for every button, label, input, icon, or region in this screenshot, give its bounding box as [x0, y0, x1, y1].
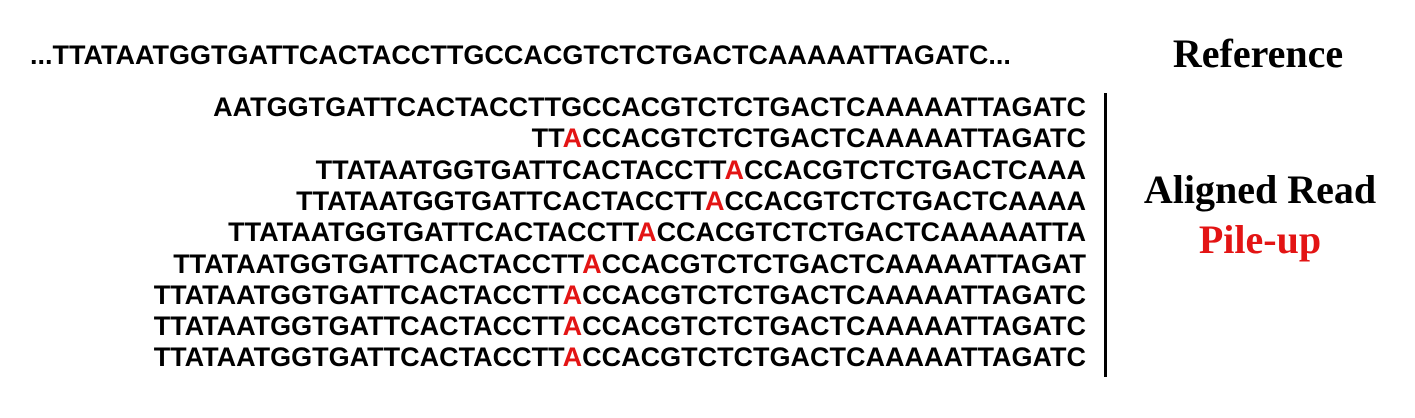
- pileup-label: Pile-up: [1198, 217, 1322, 262]
- reference-label: Reference: [1172, 31, 1344, 76]
- read-segment: CCACGTCTCTGACTCAAAAATTA: [656, 217, 1086, 248]
- read-segment: TTATAATGGTGATTCACTACCTT: [228, 217, 638, 248]
- variant-base: A: [705, 185, 725, 216]
- read-segment: AATGGTGATTCACTACCTTGCCACGTCTCTGACTCAAAAA…: [213, 92, 1086, 122]
- divider-line: [1104, 93, 1107, 377]
- read-row: TTATAATGGTGATTCACTACCTTACCACGTCTCTGACTCA…: [228, 217, 1086, 248]
- read-segment: TTATAATGGTGATTCACTACCTT: [153, 279, 563, 310]
- variant-base: A: [562, 123, 583, 154]
- read-row: AATGGTGATTCACTACCTTGCCACGTCTCTGACTCAAAAA…: [213, 92, 1086, 123]
- read-segment: TT: [531, 123, 563, 154]
- read-segment: TTATAATGGTGATTCACTACCTT: [153, 342, 563, 373]
- read-segment: TTATAATGGTGATTCACTACCTT: [296, 185, 706, 216]
- read-segment: TTATAATGGTGATTCACTACCTT: [153, 311, 563, 342]
- read-row: TTATAATGGTGATTCACTACCTTACCACGTCTCTGACTCA…: [173, 249, 1086, 280]
- read-row: TTATAATGGTGATTCACTACCTTACCACGTCTCTGACTCA…: [316, 155, 1086, 186]
- read-segment: CCACGTCTCTGACTCAAAA: [724, 185, 1086, 216]
- read-row: TTATAATGGTGATTCACTACCTTACCACGTCTCTGACTCA…: [154, 311, 1086, 342]
- read-segment: CCACGTCTCTGACTCAAAAATTAGAT: [601, 248, 1086, 279]
- read-row: TTATAATGGTGATTCACTACCTTACCACGTCTCTGACTCA…: [154, 342, 1086, 373]
- variant-base: A: [582, 248, 602, 279]
- read-row: TTATAATGGTGATTCACTACCTTACCACGTCTCTGACTCA…: [296, 186, 1086, 217]
- read-segment: CCACGTCTCTGACTCAAA: [744, 154, 1086, 185]
- variant-base: A: [562, 342, 583, 373]
- read-row: TTACCACGTCTCTGACTCAAAAATTAGATC: [532, 123, 1086, 154]
- read-segment: CCACGTCTCTGACTCAAAAATTAGATC: [582, 123, 1086, 154]
- read-segment: CCACGTCTCTGACTCAAAAATTAGATC: [582, 279, 1086, 310]
- reference-sequence: ...TTATAATGGTGATTCACTACCTTGCCACGTCTCTGAC…: [30, 40, 1011, 70]
- variant-base: A: [637, 217, 657, 248]
- variant-base: A: [724, 154, 745, 185]
- variant-base: A: [562, 311, 583, 342]
- aligned-read-label: Aligned Read: [1143, 167, 1377, 212]
- read-segment: TTATAATGGTGATTCACTACCTT: [315, 154, 725, 185]
- read-segment: CCACGTCTCTGACTCAAAAATTAGATC: [582, 311, 1086, 342]
- read-row: TTATAATGGTGATTCACTACCTTACCACGTCTCTGACTCA…: [154, 280, 1086, 311]
- variant-base: A: [562, 279, 583, 310]
- read-segment: CCACGTCTCTGACTCAAAAATTAGATC: [582, 342, 1086, 373]
- read-segment: TTATAATGGTGATTCACTACCTT: [173, 248, 583, 279]
